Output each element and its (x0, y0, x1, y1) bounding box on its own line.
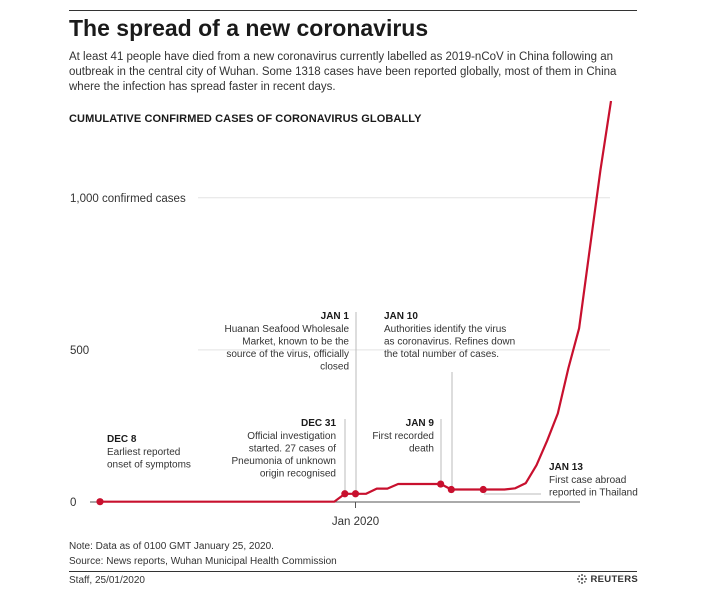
footer-rule (69, 571, 637, 572)
annotation-text-5-0: First case abroad (549, 475, 626, 486)
annotation-text-4-1: as coronavirus. Refines down (384, 337, 515, 348)
annotation-text-0-0: Earliest reported (107, 447, 180, 458)
source-note: Source: News reports, Wuhan Municipal He… (69, 556, 337, 567)
annotation-heading-2: JAN 1 (321, 311, 350, 322)
data-point-2 (351, 490, 360, 498)
annotation-heading-0: DEC 8 (107, 434, 137, 445)
data-point-4 (447, 485, 455, 494)
annotation-text-2-1: Market, known to be the (242, 337, 349, 348)
y-tick-label-0: 0 (70, 497, 76, 509)
annotation-text-5-1: reported in Thailand (549, 488, 638, 499)
page-title: The spread of a new coronavirus (69, 15, 429, 41)
annotation-text-4-0: Authorities identify the virus (384, 324, 506, 335)
tick-layer: 0 500 1,000 confirmed cases Jan 2020 (70, 193, 379, 528)
y-tick-label-1: 500 (70, 345, 89, 357)
annotation-text-1-0: Official investigation (247, 431, 336, 442)
annotation-text-1-2: Pneumonia of unknown (231, 456, 336, 467)
reuters-logo: REUTERS (576, 573, 639, 585)
data-point-0 (96, 498, 104, 506)
annotation-layer: DEC 8 Earliest reported onset of symptoms D… (107, 311, 638, 499)
data-point-3 (437, 480, 445, 488)
data-point-1 (341, 490, 349, 498)
annotation-heading-5: JAN 13 (549, 462, 583, 473)
annotation-text-2-0: Huanan Seafood Wholesale (224, 324, 349, 335)
annotation-text-4-2: the total number of cases. (384, 349, 499, 360)
annotation-heading-3: JAN 9 (406, 418, 435, 429)
data-point-5 (479, 485, 487, 494)
intro-text: At least 41 people have died from a new … (69, 51, 617, 93)
x-tick-label-0: Jan 2020 (332, 516, 379, 528)
reuters-dots-icon (576, 574, 587, 584)
chart-subhead: CUMULATIVE CONFIRMED CASES OF CORONAVIRU… (69, 113, 422, 125)
annotation-text-1-1: started. 27 cases of (249, 444, 336, 455)
annotation-text-3-1: death (409, 444, 434, 455)
annotation-text-3-0: First recorded (372, 431, 434, 442)
brand-name: REUTERS (590, 573, 638, 585)
credit-text: Staff, 25/01/2020 (69, 575, 145, 586)
annotation-text-2-2: source of the virus, officially (226, 349, 349, 360)
top-rule (69, 10, 637, 11)
data-note: Note: Data as of 0100 GMT January 25, 20… (69, 541, 274, 552)
annotation-text-2-3: closed (320, 362, 349, 373)
annotation-text-0-1: onset of symptoms (107, 460, 191, 471)
line-layer (96, 100, 613, 506)
annotation-heading-1: DEC 31 (301, 418, 336, 429)
annotation-text-1-3: origin recognised (260, 469, 336, 480)
series-line (100, 100, 613, 503)
y-tick-label-2: 1,000 confirmed cases (70, 193, 186, 205)
annotation-heading-4: JAN 10 (384, 311, 418, 322)
